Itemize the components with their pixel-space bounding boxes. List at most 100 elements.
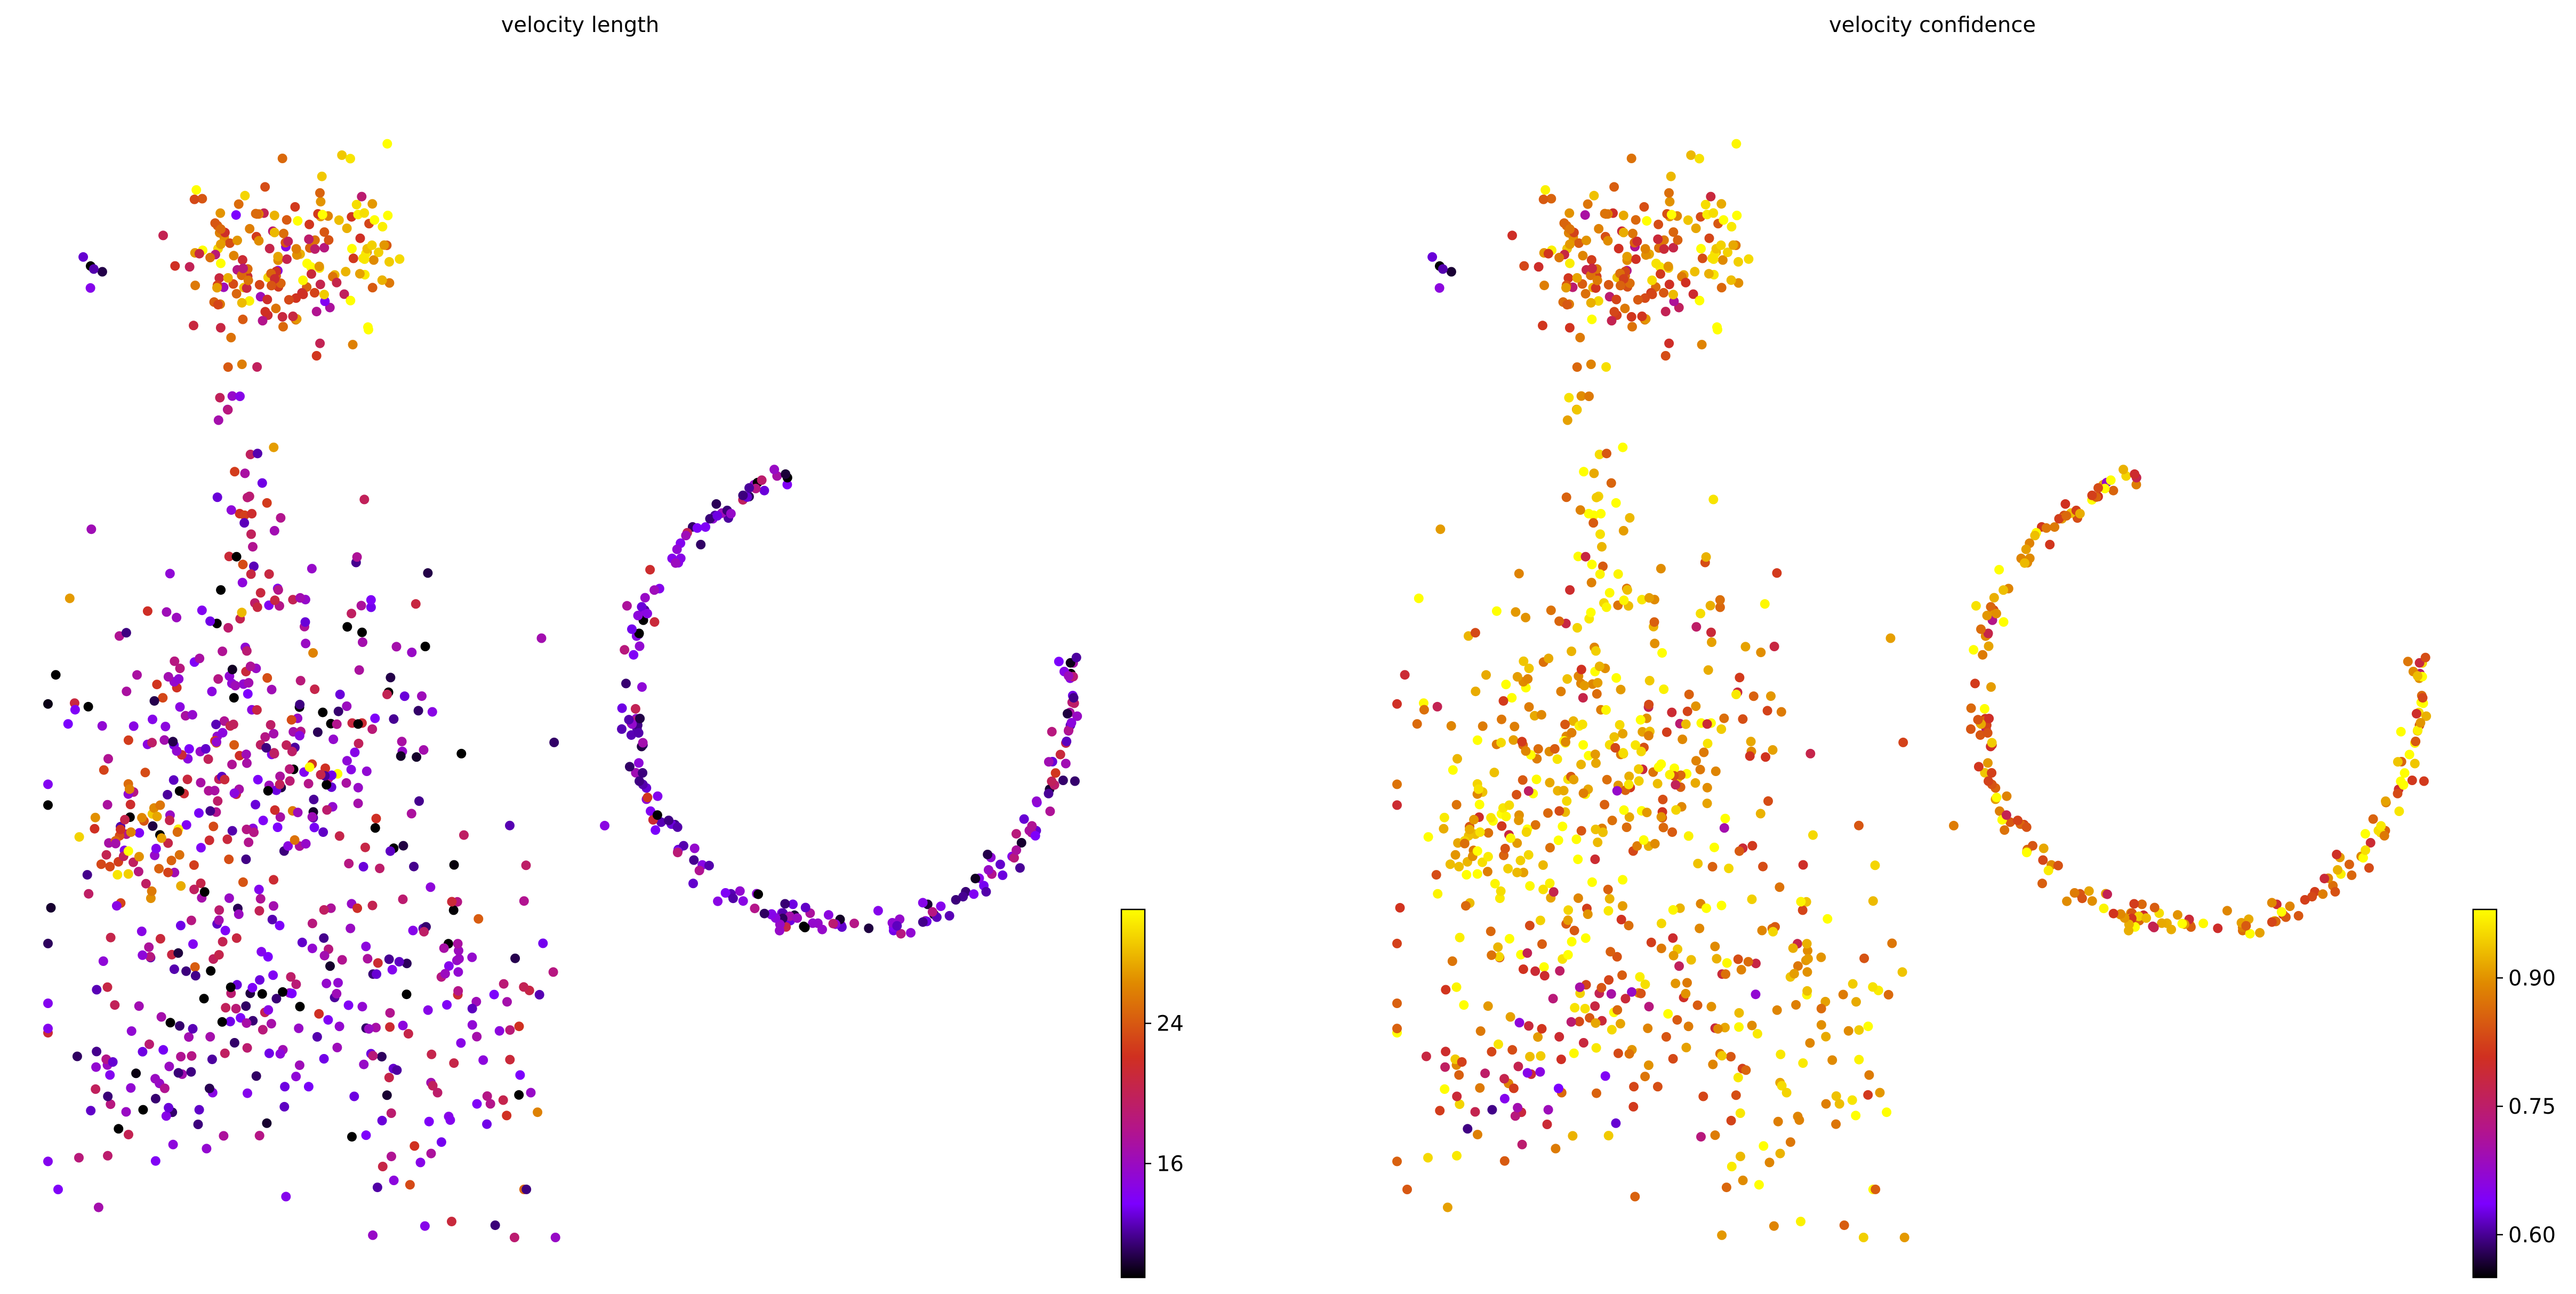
scatter-point: [241, 854, 251, 864]
scatter-point: [445, 1115, 455, 1125]
scatter-point: [1768, 745, 1778, 755]
scatter-point: [332, 277, 342, 287]
scatter-point: [1452, 1151, 1462, 1161]
scatter-point: [1663, 261, 1673, 271]
scatter-point: [168, 737, 178, 747]
scatter-point: [1589, 468, 1599, 478]
scatter-point: [96, 859, 106, 869]
scatter-point: [74, 1153, 84, 1163]
scatter-point: [526, 1088, 536, 1098]
scatter-point: [377, 1115, 387, 1125]
scatter-point: [354, 665, 364, 675]
scatter-point: [1652, 779, 1663, 789]
scatter-point: [341, 778, 351, 788]
scatter-point: [255, 975, 265, 985]
scatter-point: [490, 1220, 500, 1231]
scatter-point: [634, 628, 644, 638]
scatter-point: [332, 1042, 342, 1052]
scatter-point: [1802, 986, 1812, 996]
scatter-point: [333, 706, 343, 716]
scatter-point: [1761, 752, 1771, 762]
scatter-point: [245, 450, 255, 459]
scatter-point: [368, 1051, 378, 1061]
scatter-point: [1586, 608, 1596, 618]
scatter-point: [216, 224, 226, 234]
scatter-point: [1499, 1093, 1510, 1104]
scatter-point: [298, 289, 308, 299]
scatter-point: [1634, 764, 1644, 774]
scatter-point: [489, 989, 499, 1000]
scatter-point: [163, 838, 173, 848]
scatter-point: [348, 340, 358, 350]
scatter-point: [1710, 941, 1720, 952]
scatter-point: [394, 957, 404, 967]
scatter-point: [229, 251, 239, 261]
scatter-point: [367, 283, 378, 293]
scatter-point: [99, 765, 109, 775]
scatter-point: [1576, 826, 1586, 836]
scatter-point: [409, 861, 419, 872]
scatter-point: [411, 599, 421, 609]
scatter-point: [92, 1047, 102, 1057]
scatter-point: [301, 838, 311, 849]
scatter-point: [1412, 719, 1422, 729]
scatter-point: [269, 526, 279, 536]
scatter-point: [2050, 522, 2060, 532]
scatter-point: [494, 1026, 504, 1036]
scatter-point: [1538, 884, 1548, 894]
scatter-point: [1668, 227, 1679, 237]
scatter-point: [1854, 820, 1864, 830]
scatter-point: [2021, 848, 2032, 858]
scatter-point: [402, 958, 412, 969]
scatter-point: [53, 1185, 63, 1194]
scatter-point: [273, 252, 283, 262]
scatter-point: [172, 827, 182, 837]
scatter-point: [366, 602, 376, 612]
scatter-point: [1498, 696, 1508, 706]
scatter-point: [43, 779, 53, 789]
scatter-point: [1724, 864, 1734, 874]
scatter-point: [214, 915, 224, 925]
scatter-point: [116, 825, 125, 835]
scatter-point: [158, 230, 168, 241]
scatter-point: [238, 560, 248, 570]
scatter-point: [1521, 827, 1531, 837]
scatter-point: [1640, 979, 1650, 989]
scatter-point: [1681, 719, 1691, 729]
scatter-point: [319, 227, 330, 237]
scatter-point: [1518, 964, 1528, 975]
scatter-point: [2411, 709, 2421, 719]
scatter-point: [295, 699, 305, 709]
scatter-point: [1487, 1105, 1497, 1115]
scatter-point: [689, 855, 699, 865]
scatter-point: [1630, 1192, 1640, 1202]
scatter-point: [1622, 585, 1632, 595]
scatter-point: [1494, 952, 1504, 962]
scatter-point: [1569, 774, 1579, 785]
scatter-point: [1772, 568, 1782, 578]
scatter-point: [1596, 509, 1606, 519]
scatter-point: [194, 1105, 204, 1115]
scatter-point: [2177, 918, 2187, 929]
scatter-point: [2077, 893, 2087, 904]
scatter-point: [1510, 1111, 1520, 1121]
scatter-point: [1514, 816, 1524, 825]
scatter-point: [322, 780, 332, 790]
scatter-point: [1717, 1051, 1727, 1061]
scatter-point: [1966, 703, 1976, 713]
scatter-point: [1507, 1045, 1518, 1055]
scatter-point: [2005, 817, 2015, 827]
scatter-point: [213, 300, 223, 310]
scatter-point: [1650, 838, 1660, 849]
scatter-point: [1517, 737, 1527, 747]
scatter-point: [2365, 838, 2376, 848]
scatter-point: [1563, 273, 1574, 283]
scatter-point: [1612, 952, 1622, 962]
scatter-point: [263, 1005, 274, 1015]
scatter-point: [1703, 665, 1713, 675]
scatter-point: [307, 812, 317, 822]
scatter-point: [1656, 812, 1666, 822]
scatter-point: [170, 261, 180, 271]
scatter-point: [704, 860, 714, 870]
scatter-point: [249, 827, 259, 837]
